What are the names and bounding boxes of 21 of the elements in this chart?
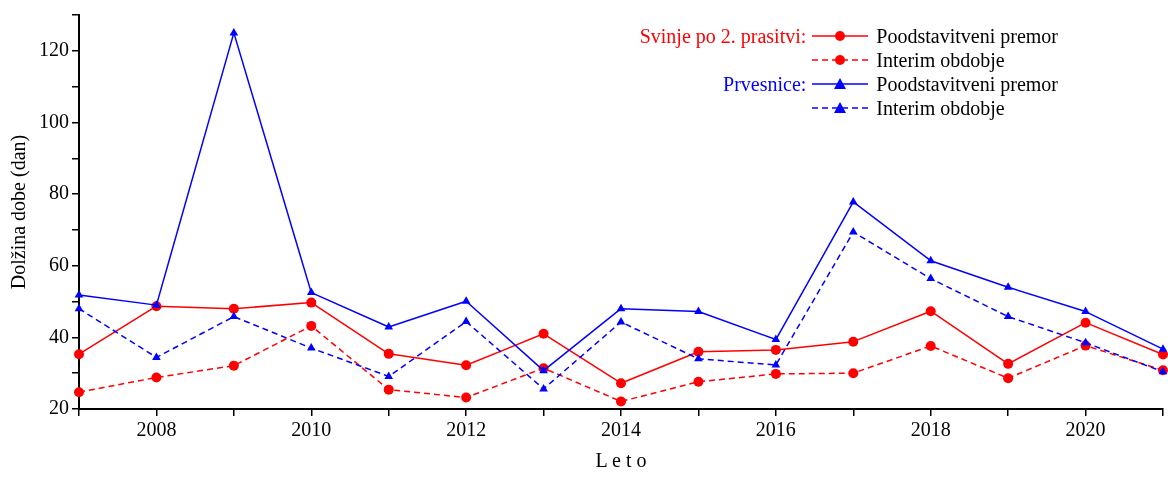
y-tick-label: 60: [49, 252, 69, 275]
y-tick-label: 80: [49, 181, 69, 204]
legend-label: Poodstavitveni premor: [876, 24, 1058, 48]
legend-label: Interim obdobje: [876, 48, 1005, 72]
y-tick-label: 20: [49, 396, 69, 419]
y-tick-label: 40: [49, 324, 69, 347]
y-tick-label: 120: [39, 38, 69, 61]
annotation: Prvesnice:: [722, 72, 808, 96]
annotation: Svinje po 2. prasitvi:: [638, 24, 808, 48]
legend-label: Poodstavitveni premor: [876, 72, 1058, 96]
x-tick-label: 2010: [291, 418, 332, 441]
x-tick-label: 2014: [601, 418, 641, 441]
x-tick-label: 2008: [136, 418, 177, 441]
x-axis-title: L e t o: [595, 449, 647, 472]
x-tick-label: 2016: [755, 418, 796, 441]
x-tick-label: 2012: [446, 418, 487, 441]
x-tick-label: 2020: [1065, 418, 1106, 441]
y-axis-title: Dolžina dobe (dan): [7, 134, 31, 290]
legend-label: Interim obdobje: [876, 96, 1005, 120]
x-tick-label: 2018: [910, 418, 951, 441]
y-tick-label: 100: [39, 109, 69, 132]
